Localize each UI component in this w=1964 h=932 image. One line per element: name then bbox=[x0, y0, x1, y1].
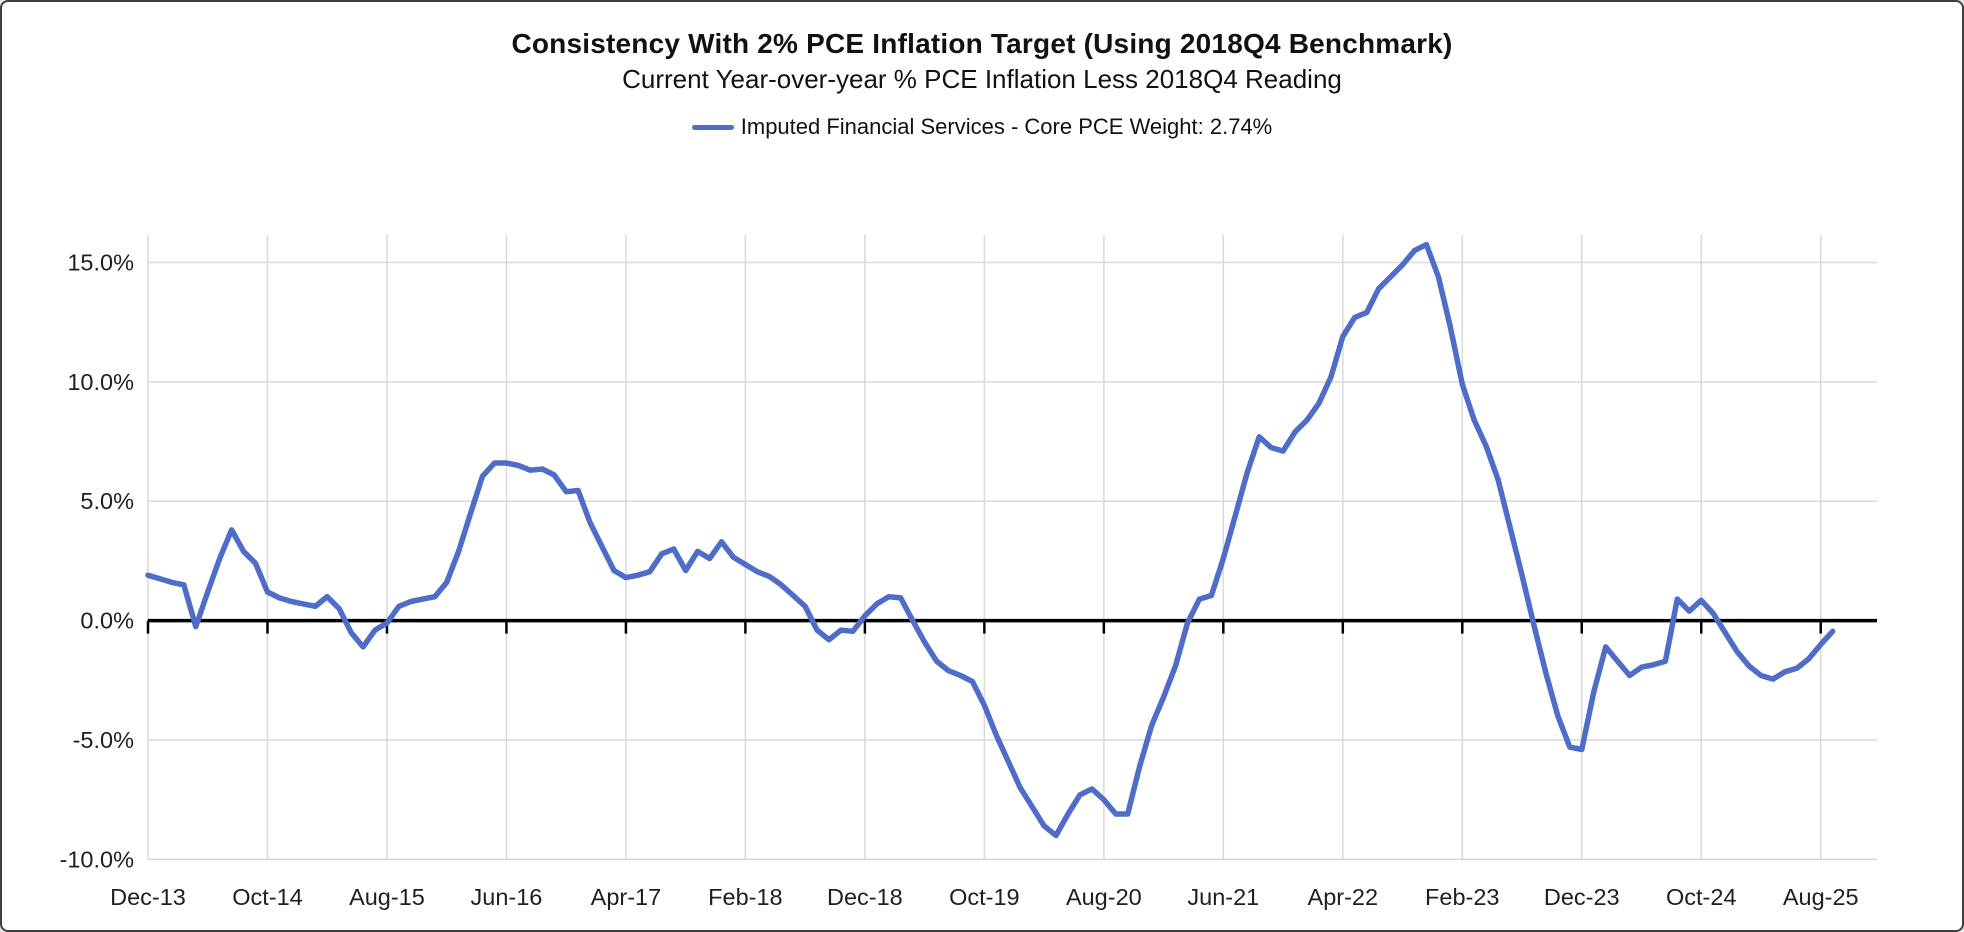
legend: Imputed Financial Services - Core PCE We… bbox=[2, 114, 1962, 140]
x-axis-tick-label: Oct-24 bbox=[1666, 884, 1737, 910]
chart-title: Consistency With 2% PCE Inflation Target… bbox=[511, 28, 1453, 59]
x-axis-tick-label: Aug-15 bbox=[349, 884, 425, 910]
x-axis-tick-label: Dec-13 bbox=[110, 884, 186, 910]
x-axis-tick-label: Apr-17 bbox=[591, 884, 662, 910]
y-axis-tick-label: -10.0% bbox=[60, 846, 135, 872]
x-axis-tick-label: Dec-18 bbox=[827, 884, 903, 910]
y-axis-tick-label: 10.0% bbox=[67, 369, 134, 395]
y-axis-tick-label: -5.0% bbox=[73, 727, 134, 753]
x-axis-tick-label: Jun-21 bbox=[1187, 884, 1259, 910]
x-axis-tick-label: Feb-18 bbox=[708, 884, 782, 910]
legend-line-swatch bbox=[691, 124, 734, 130]
y-axis-tick-label: 15.0% bbox=[67, 249, 134, 275]
y-axis-tick-label: 5.0% bbox=[80, 488, 134, 514]
legend-label: Imputed Financial Services - Core PCE We… bbox=[740, 114, 1273, 139]
x-axis-tick-label: Jun-16 bbox=[471, 884, 543, 910]
y-axis-tick-label: 0.0% bbox=[80, 608, 134, 634]
x-axis-tick-label: Aug-25 bbox=[1783, 884, 1859, 910]
x-axis-tick-label: Apr-22 bbox=[1308, 884, 1379, 910]
x-axis-tick-label: Feb-23 bbox=[1425, 884, 1499, 910]
x-axis-tick-label: Oct-14 bbox=[232, 884, 303, 910]
x-axis-tick-label: Oct-19 bbox=[949, 884, 1020, 910]
chart-subtitle: Current Year-over-year % PCE Inflation L… bbox=[622, 64, 1342, 94]
series-line-imputed-financial-services bbox=[145, 241, 1836, 839]
x-axis-tick-label: Dec-23 bbox=[1544, 884, 1620, 910]
x-axis-tick-label: Aug-20 bbox=[1066, 884, 1142, 910]
